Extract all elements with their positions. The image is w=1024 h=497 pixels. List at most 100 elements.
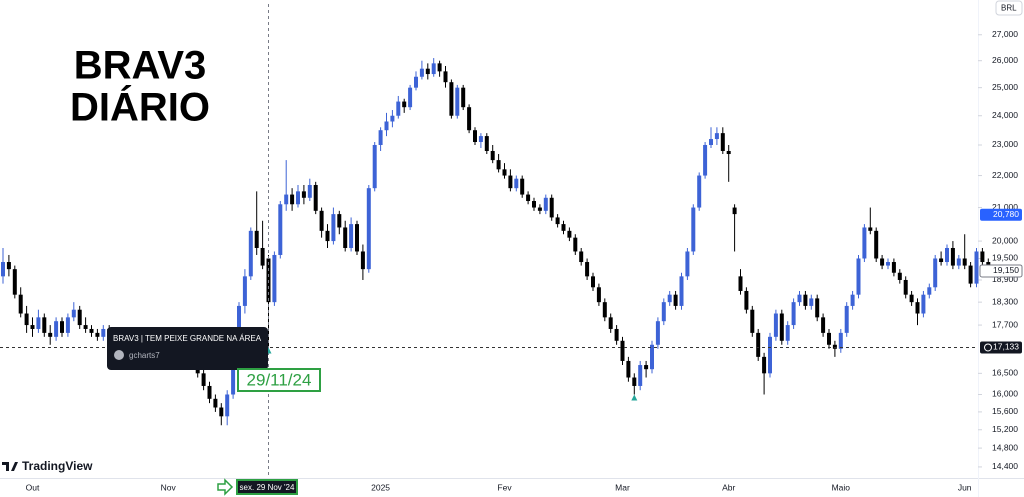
candle-body (632, 377, 637, 386)
candle-body (803, 294, 808, 306)
y-tick-label: 15,200 (992, 424, 1018, 434)
y-tick-label: 16,500 (992, 368, 1018, 378)
y-tick-label: 18,900 (992, 274, 1018, 284)
y-tick-label: 24,000 (992, 110, 1018, 120)
candle-body (821, 317, 826, 333)
x-tick-label: Abr (722, 482, 735, 492)
candle-body (880, 258, 885, 266)
candle-body (532, 201, 536, 208)
candle-body (815, 298, 820, 318)
candle-body (573, 237, 578, 252)
candle-body (437, 63, 442, 72)
candle-body (278, 204, 283, 255)
candle-body (331, 214, 336, 242)
y-tick-label: 16,000 (992, 389, 1018, 399)
candle-body (313, 184, 318, 211)
candle-body (809, 298, 814, 306)
crosshair-date-box (236, 479, 298, 495)
signal-marker (631, 394, 638, 401)
currency[interactable]: BRL (1001, 4, 1017, 13)
tooltip-box (107, 327, 268, 370)
candle-body (667, 294, 672, 303)
candle-body (219, 407, 224, 417)
y-tick-label: 19,500 (992, 253, 1018, 263)
candle-body (402, 101, 407, 108)
candle-body (945, 247, 949, 263)
candle-body (478, 136, 483, 143)
candle-body (514, 178, 519, 189)
candle-body (390, 115, 395, 122)
candle-body (956, 258, 961, 266)
candle-body (18, 294, 23, 314)
candle-body (750, 309, 755, 333)
candle-body (42, 317, 47, 333)
y-tick-label: 17,700 (992, 319, 1018, 329)
x-tick-label: Nov (161, 482, 177, 492)
candle-body (909, 294, 914, 303)
candle-body (484, 136, 489, 151)
candle-body (567, 230, 572, 238)
candle-body (691, 207, 696, 252)
candle-body (408, 87, 413, 108)
candle-body (891, 262, 896, 273)
candle-body (714, 133, 719, 140)
candle-body (248, 230, 253, 277)
candle-body (414, 76, 418, 88)
candle-body (508, 175, 513, 189)
candle-body (927, 287, 932, 295)
candle-body (242, 276, 247, 306)
candle-body (496, 160, 501, 170)
candle-body (419, 68, 424, 77)
candle-body (768, 336, 772, 374)
candle-body (449, 82, 454, 116)
candle-body (655, 321, 660, 345)
candle-body (290, 194, 295, 205)
x-tick-label: Mar (615, 482, 630, 492)
candle-body (602, 302, 607, 318)
candle-body (779, 313, 784, 341)
y-tick-label: 20,000 (992, 235, 1018, 245)
y-tick-label: 25,000 (992, 82, 1018, 92)
candle-body (644, 365, 649, 370)
candle-body (897, 272, 902, 280)
candle-body (549, 197, 554, 218)
candle-body (537, 207, 542, 211)
price-label-icon (984, 343, 992, 352)
candle-body (319, 210, 324, 231)
candle-body (980, 251, 985, 263)
candle-body (396, 101, 401, 116)
candle-body (673, 294, 678, 306)
candle-body (974, 251, 979, 284)
candle-body (626, 360, 631, 378)
candle-body (378, 130, 383, 145)
candle-body (726, 150, 731, 155)
candle-body (89, 328, 94, 333)
candle-body (685, 251, 690, 277)
brand-logo: TradingView (2, 459, 93, 473)
candle-body (697, 175, 702, 208)
candle-body (933, 258, 938, 288)
x-tick-label: Maio (832, 482, 851, 492)
annotation: 29/11/24 (247, 370, 312, 389)
candle-body (30, 325, 35, 329)
candle-body (903, 279, 908, 295)
candle-body (83, 325, 88, 329)
candle-body (709, 139, 713, 145)
candle-body (48, 332, 53, 337)
candle-body (650, 344, 654, 370)
price-label: 20,780 (993, 209, 1019, 219)
candle-body (325, 230, 330, 242)
candle-body (337, 214, 342, 228)
candle-body (372, 144, 377, 189)
candle-body (461, 87, 466, 108)
candle-body (360, 251, 365, 270)
candle-body (95, 332, 100, 337)
candle-body (832, 344, 837, 349)
currency-box[interactable] (995, 0, 1023, 16)
candle-body (384, 121, 389, 131)
tooltip-avatar (114, 350, 124, 360)
candle-body (60, 321, 64, 333)
candle-body (272, 254, 277, 303)
candle-body (455, 87, 460, 116)
